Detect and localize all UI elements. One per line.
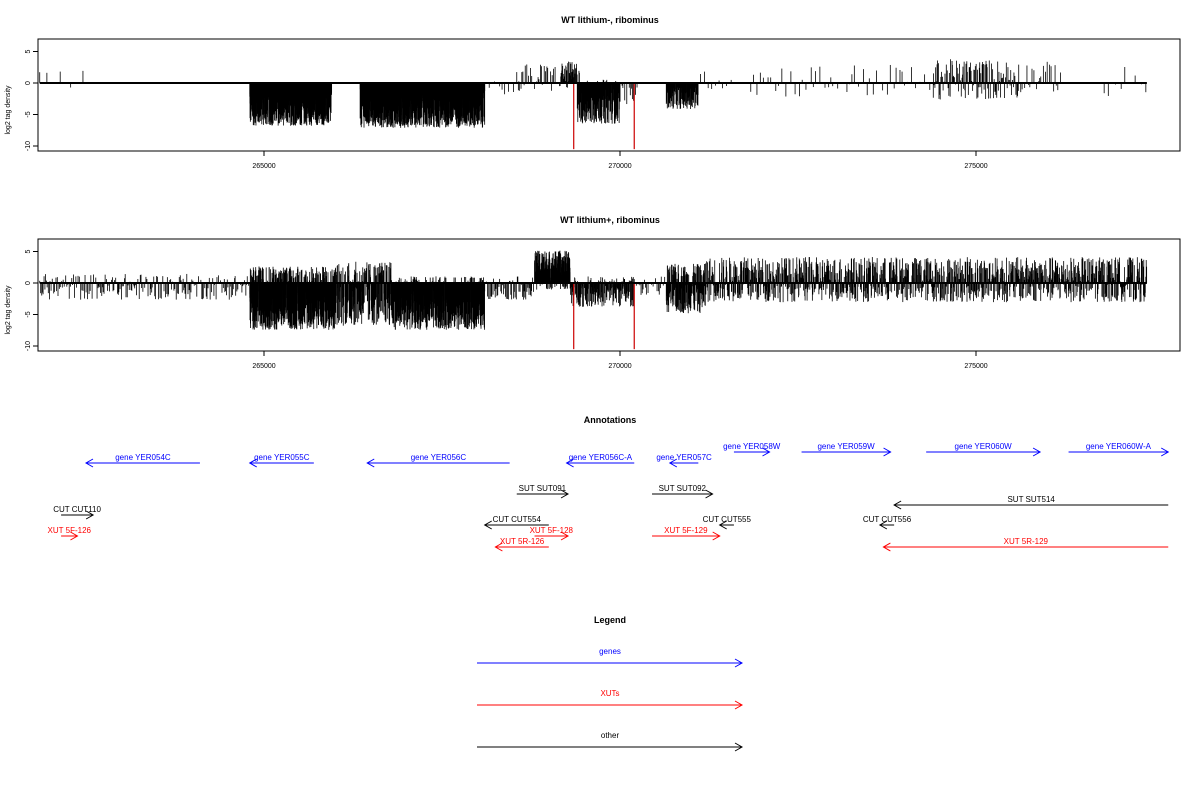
y-axis: 5 0 -5 -10 (25, 249, 39, 351)
x-axis: 265000 270000 275000 (252, 151, 988, 170)
x-tick-label: 275000 (964, 163, 987, 170)
y-tick-label: 5 (25, 249, 32, 253)
panel-title: WT lithium-, ribominus (561, 15, 659, 25)
y-tick-label: -5 (25, 311, 32, 317)
panel-lithium-plus: WT lithium+, ribominus log2 tag density … (5, 215, 1181, 370)
y-tick-label: -10 (25, 341, 32, 351)
y-tick-label: -10 (25, 141, 32, 151)
x-tick-label: 270000 (608, 363, 631, 370)
x-tick-label: 275000 (964, 363, 987, 370)
panel-title: WT lithium+, ribominus (560, 215, 660, 225)
x-tick-label: 265000 (252, 163, 275, 170)
x-axis: 265000 270000 275000 (252, 351, 988, 370)
y-tick-label: 5 (25, 49, 32, 53)
panel-lithium-minus: WT lithium-, ribominus log2 tag density … (5, 15, 1181, 170)
density-bars (39, 250, 1148, 350)
y-tick-label: 0 (25, 81, 32, 85)
x-tick-label: 270000 (608, 163, 631, 170)
y-axis-label: log2 tag density (5, 85, 12, 135)
y-tick-label: -5 (25, 111, 32, 117)
y-tick-label: 0 (25, 281, 32, 285)
y-axis-label: log2 tag density (5, 285, 12, 335)
x-tick-label: 265000 (252, 363, 275, 370)
density-bars (39, 59, 1147, 150)
y-axis: 5 0 -5 -10 (25, 49, 39, 151)
